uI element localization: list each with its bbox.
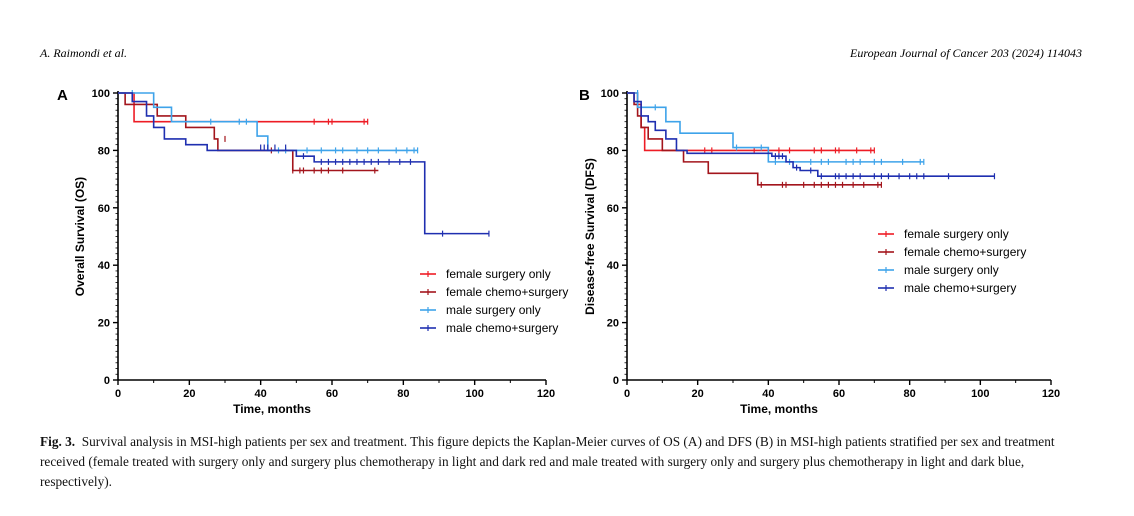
panel-a-y-tick-label: 80 [98,145,110,157]
panel-a-x-tick-label: 100 [465,388,483,400]
panel-b-y-tick-label: 20 [607,318,619,330]
panel-b-y-axis-label: Disease-free Survival (DFS) [583,158,597,315]
panel-a-km-curve-male-chemo-surgery [118,92,489,235]
panel-a-km-curve-female-chemo-surgery [118,92,379,172]
panel-a-series-male-chemo-surgery [118,92,490,237]
panel-b-y-tick-label: 100 [601,88,619,100]
panel-b-chart: B 0 20 40 60 80 100 120 0 20 40 60 80 100 Time, months… [579,87,1060,416]
panel-a-chart: A 0 20 40 60 80 100 120 0 20 40 60 80 100 Time, months… [57,87,568,416]
panel-b-km-curve-male-chemo-surgery [627,92,995,178]
panel-b-x-tick-label: 40 [762,388,774,400]
panel-b-series-female-surgery-only [627,92,875,154]
panel-a-x-tick-label: 60 [326,388,338,400]
panel-b-legend-label: male chemo+surgery [904,281,1016,295]
panel-b-legend-label: male surgery only [904,263,999,277]
panel-a-x-axis-label: Time, months [233,402,311,416]
panel-a-letter: A [57,87,68,104]
panel-b-series-male-chemo-surgery [627,92,996,180]
panel-a-legend-label: female chemo+surgery [446,285,568,299]
panel-a-legend-label: female surgery only [446,267,551,281]
running-header-authors: A. Raimondi et al. [40,46,127,60]
panel-a-x-tick-label: 0 [115,388,121,400]
panel-a-y-tick-label: 0 [104,375,110,387]
panel-b-letter: B [579,87,590,104]
panel-a-x-tick-label: 40 [255,388,267,400]
panel-b-x-tick-label: 0 [624,388,630,400]
panel-b-x-tick-label: 100 [971,388,989,400]
panel-a-y-tick-label: 20 [98,318,110,330]
panel-b-y-tick-label: 0 [613,375,619,387]
panel-a-y-tick-label: 100 [92,88,110,100]
figure-caption: Fig. 3. Survival analysis in MSI-high pa… [40,432,1085,492]
panel-a-x-tick-label: 20 [183,388,195,400]
panel-b-x-tick-label: 120 [1042,388,1060,400]
panel-b-series-male-surgery-only [627,90,925,165]
panel-b-y-tick-label: 40 [607,260,619,272]
panel-b-y-tick-label: 60 [607,203,619,215]
panel-b-km-curve-female-surgery-only [627,92,875,152]
panel-a-y-axis-label: Overall Survival (OS) [73,177,87,296]
panel-b-x-axis-label: Time, months [740,402,818,416]
panel-b-x-tick-label: 60 [833,388,845,400]
panel-b-y-tick-label: 80 [607,145,619,157]
panel-a-y-tick-label: 60 [98,203,110,215]
panel-a-legend-label: male surgery only [446,303,541,317]
panel-a-km-curve-male-surgery-only [118,92,418,152]
running-header-journal: European Journal of Cancer 203 (2024) 11… [850,46,1082,60]
panel-a-y-tick-label: 40 [98,260,110,272]
panel-a-x-tick-label: 80 [397,388,409,400]
panel-a-x-tick-label: 120 [537,388,555,400]
caption-text: Survival analysis in MSI-high patients p… [40,434,1055,489]
panel-b-x-tick-label: 20 [692,388,704,400]
panel-a-legend-label: male chemo+surgery [446,321,558,335]
caption-label: Fig. 3. [40,434,76,449]
panel-b-km-curve-male-surgery-only [627,92,924,163]
figure-3: A 0 20 40 60 80 100 120 0 20 40 60 80 100 Time, months… [57,87,1060,416]
panel-b-legend-label: female surgery only [904,227,1009,241]
panel-a-series-female-surgery-only [118,92,369,125]
panel-b-x-tick-label: 80 [904,388,916,400]
panel-b-legend-label: female chemo+surgery [904,245,1026,259]
